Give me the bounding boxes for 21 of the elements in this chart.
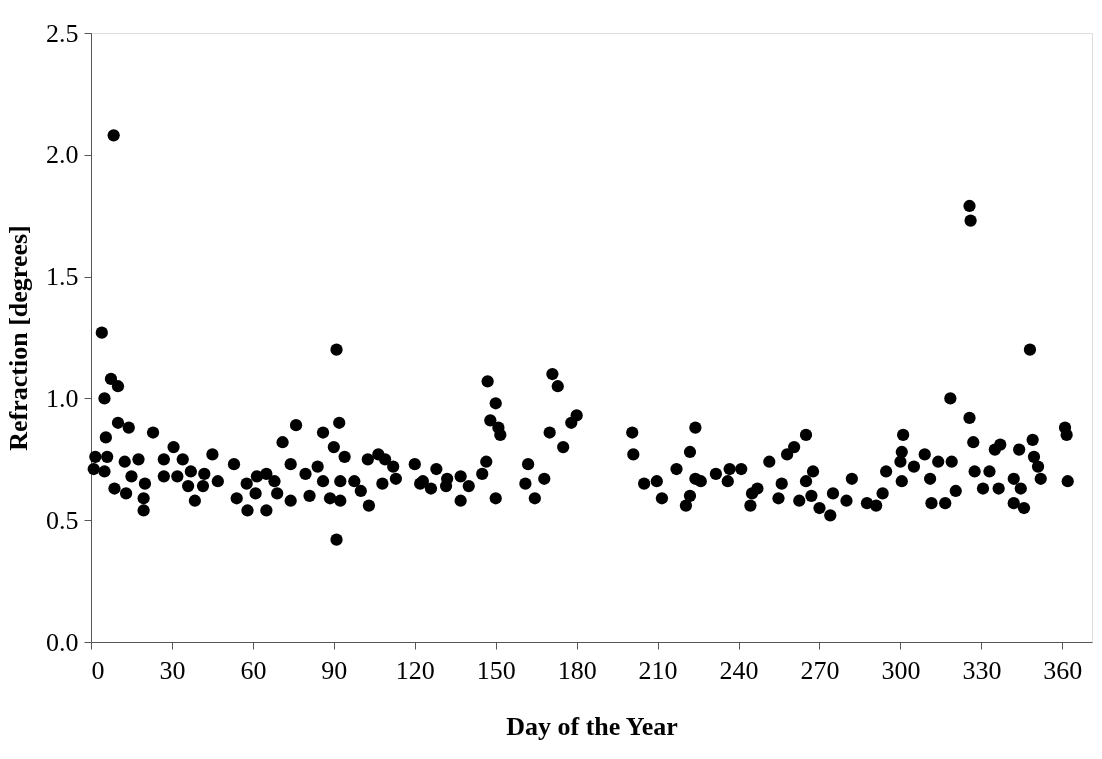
y-tick-label: 1.0 xyxy=(46,383,79,413)
x-tick-label: 240 xyxy=(719,655,759,685)
x-tick-label: 30 xyxy=(159,655,186,685)
x-tick-label: 300 xyxy=(881,655,921,685)
x-tick-label: 210 xyxy=(638,655,678,685)
x-tick-label: 330 xyxy=(962,655,1002,685)
x-tick-label: 90 xyxy=(321,655,348,685)
x-axis-title: Day of the Year xyxy=(506,711,678,741)
x-tick-label: 270 xyxy=(800,655,840,685)
y-tick-label: 1.5 xyxy=(46,262,79,292)
y-tick-label: 2.5 xyxy=(46,18,79,48)
x-tick-label: 120 xyxy=(395,655,435,685)
y-tick-label: 2.0 xyxy=(46,140,79,170)
x-tick-label: 360 xyxy=(1043,655,1083,685)
y-tick-label: 0.0 xyxy=(46,627,79,657)
x-tick-label: 0 xyxy=(91,655,105,685)
y-axis-title: Refraction [degrees] xyxy=(4,225,33,451)
x-tick-label: 60 xyxy=(240,655,267,685)
x-tick-label: 180 xyxy=(557,655,597,685)
y-tick-label: 0.5 xyxy=(46,505,79,535)
x-tick-label: 150 xyxy=(476,655,516,685)
